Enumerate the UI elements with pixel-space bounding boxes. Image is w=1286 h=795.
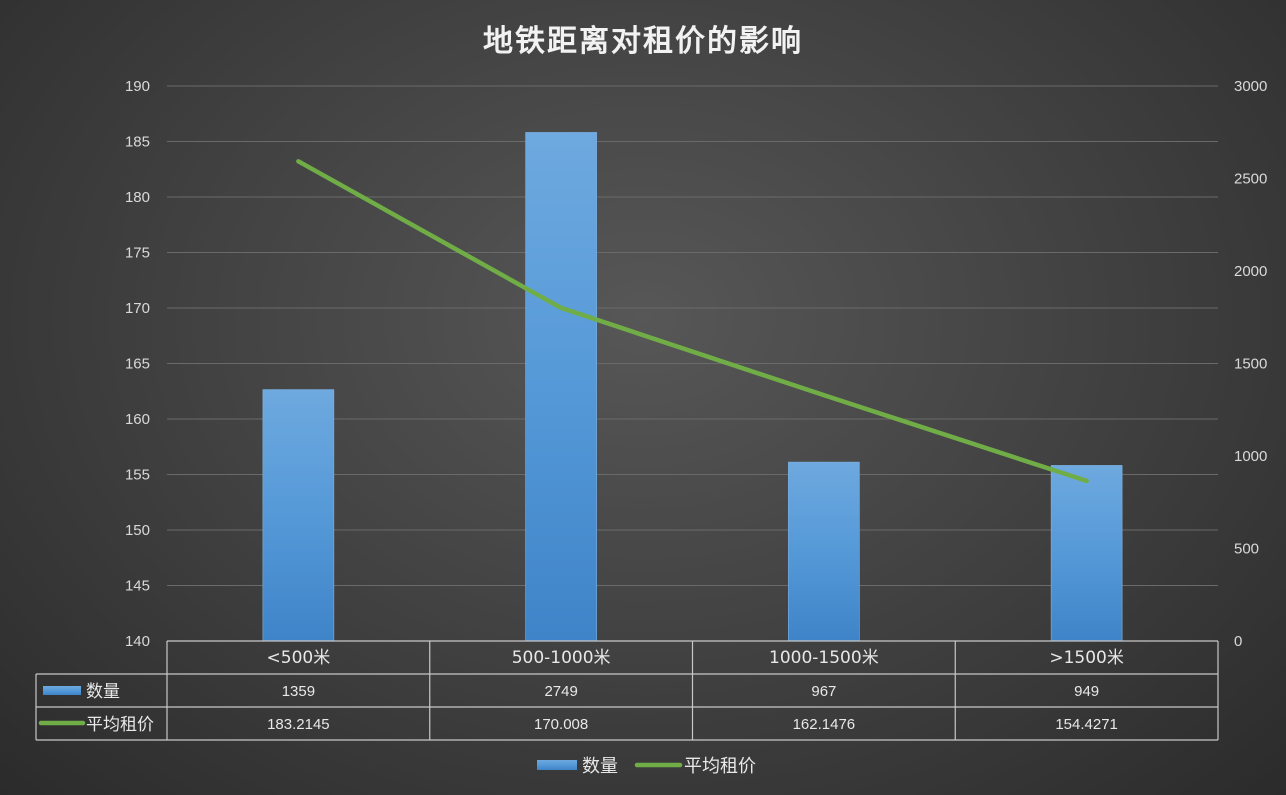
bar	[788, 461, 860, 642]
table-series-label: 平均租价	[86, 715, 154, 735]
bar	[525, 132, 597, 642]
legend-label: 数量	[582, 756, 618, 777]
bar	[262, 389, 335, 642]
left-tick-label: 170	[125, 300, 150, 317]
right-tick-label: 1500	[1234, 356, 1267, 373]
legend: 数量 平均租价	[537, 756, 756, 777]
table-cell-value: 2749	[544, 683, 577, 700]
left-tick-label: 185	[125, 134, 150, 151]
right-tick-label: 2000	[1234, 263, 1267, 280]
category-label: <500米	[267, 648, 331, 668]
category-label: 500-1000米	[512, 648, 611, 668]
right-tick-label: 500	[1234, 541, 1259, 558]
gridlines	[167, 85, 1218, 586]
table-legend-key-bar	[43, 686, 81, 695]
bar	[1050, 465, 1123, 642]
table-cell-value: 162.1476	[793, 716, 856, 733]
left-tick-label: 175	[125, 245, 150, 262]
line-series	[296, 159, 1089, 484]
legend-label: 平均租价	[684, 756, 756, 777]
right-axis: 3000 2500 2000 1500 1000 500 0	[1234, 78, 1267, 650]
left-tick-label: 190	[125, 78, 150, 95]
table-cell-value: 183.2145	[267, 716, 330, 733]
left-tick-label: 155	[125, 467, 150, 484]
right-tick-label: 3000	[1234, 78, 1267, 95]
left-tick-label: 140	[125, 633, 150, 650]
left-tick-label: 180	[125, 189, 150, 206]
chart-title: 地铁距离对租价的影响	[483, 24, 803, 59]
right-tick-label: 1000	[1234, 448, 1267, 465]
table-cell-value: 949	[1074, 683, 1099, 700]
legend-key-bar	[537, 760, 577, 770]
table-cell-value: 154.4271	[1055, 716, 1118, 733]
left-tick-label: 145	[125, 578, 150, 595]
line-series-path	[296, 159, 1089, 484]
table-cell-value: 170.008	[534, 716, 588, 733]
left-tick-label: 165	[125, 356, 150, 373]
bar-series	[262, 132, 1123, 642]
category-label: >1500米	[1049, 648, 1124, 668]
left-tick-label: 150	[125, 522, 150, 539]
category-label: 1000-1500米	[769, 648, 879, 668]
table-cell-value: 967	[811, 683, 836, 700]
table-cell-value: 1359	[282, 683, 315, 700]
table-series-label: 数量	[86, 682, 120, 702]
left-tick-label: 160	[125, 411, 150, 428]
left-axis: 190 185 180 175 170 165 160 155 150 145 140	[125, 78, 150, 650]
right-tick-label: 2500	[1234, 171, 1267, 188]
right-tick-label: 0	[1234, 633, 1242, 650]
